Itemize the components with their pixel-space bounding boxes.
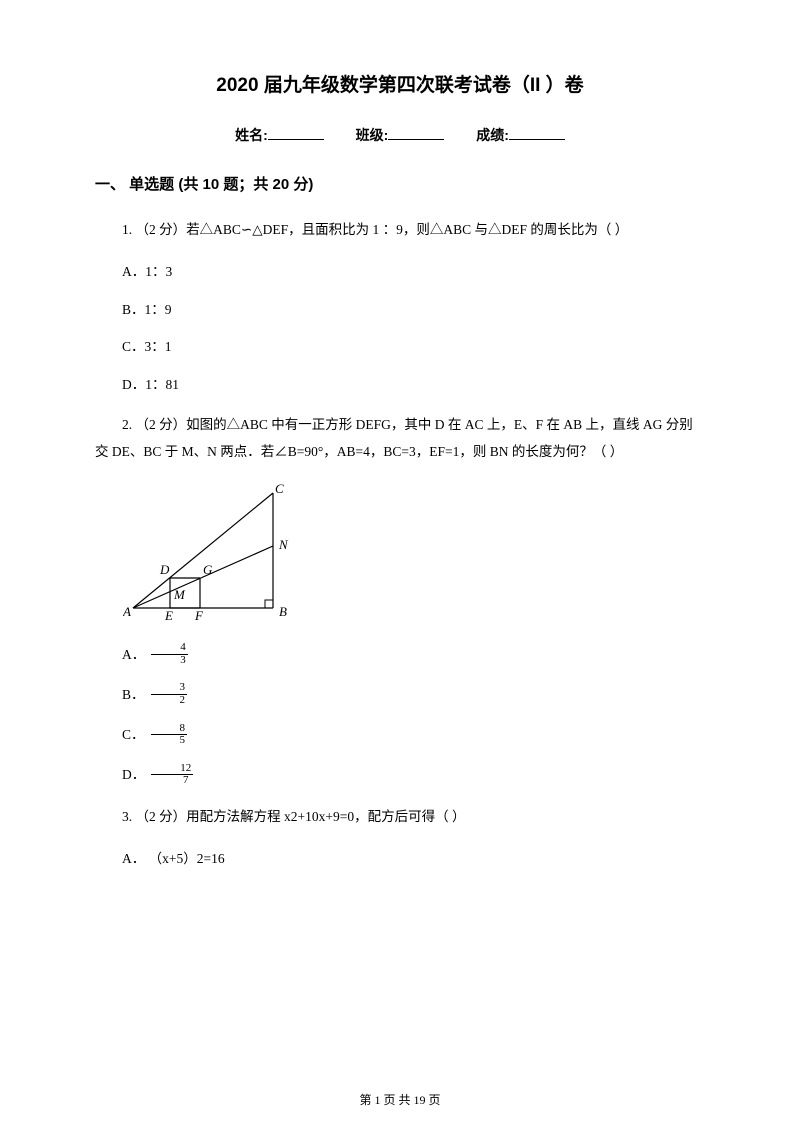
q3-option-a: A． （x+5）2=16 [95, 848, 705, 870]
svg-text:B: B [279, 604, 287, 619]
score-blank[interactable] [509, 126, 565, 140]
q1-option-a: A．1：3 [95, 261, 705, 283]
svg-text:M: M [173, 587, 186, 602]
q2-option-d: D． 127 [95, 763, 705, 787]
q2-b-frac: 32 [151, 682, 188, 706]
score-label: 成绩: [476, 127, 509, 143]
page-title: 2020 届九年级数学第四次联考试卷（II ）卷 [95, 70, 705, 97]
name-blank[interactable] [268, 126, 324, 140]
q2-d-prefix: D． [95, 764, 145, 786]
class-blank[interactable] [388, 126, 444, 140]
svg-text:D: D [159, 562, 170, 577]
svg-text:E: E [164, 608, 173, 623]
q2-b-prefix: B． [95, 684, 145, 706]
info-row: 姓名: 班级: 成绩: [95, 125, 705, 145]
q1-option-c: C．3：1 [95, 336, 705, 358]
q2-text: 2. （2 分）如图的△ABC 中有一正方形 DEFG，其中 D 在 AC 上，… [95, 411, 705, 465]
section-heading: 一、 单选题 (共 10 题；共 20 分) [95, 173, 705, 194]
q2-option-a: A． 43 [95, 642, 705, 666]
svg-text:F: F [194, 608, 204, 623]
q2-c-frac: 85 [151, 723, 188, 747]
q2-c-prefix: C． [95, 724, 145, 746]
name-label: 姓名: [235, 127, 268, 143]
class-label: 班级: [356, 127, 389, 143]
page-footer: 第 1 页 共 19 页 [0, 1091, 800, 1108]
q1-text: 1. （2 分）若△ABC∽△DEF，且面积比为 1 ：9，则△ABC 与△DE… [95, 216, 705, 243]
svg-text:N: N [278, 537, 289, 552]
q2-option-c: C． 85 [95, 723, 705, 747]
q2-a-prefix: A． [95, 644, 145, 666]
svg-text:A: A [123, 604, 131, 619]
svg-text:C: C [275, 483, 284, 496]
q2-a-frac: 43 [151, 642, 188, 666]
triangle-diagram: A B C D E F G M N [123, 483, 313, 623]
q1-option-d: D．1：81 [95, 374, 705, 396]
q1-option-b: B．1：9 [95, 299, 705, 321]
q2-option-b: B． 32 [95, 682, 705, 706]
q2-d-frac: 127 [151, 763, 193, 787]
svg-text:G: G [203, 562, 213, 577]
q3-text: 3. （2 分）用配方法解方程 x2+10x+9=0，配方后可得（ ） [95, 803, 705, 830]
q2-figure: A B C D E F G M N [123, 483, 705, 628]
